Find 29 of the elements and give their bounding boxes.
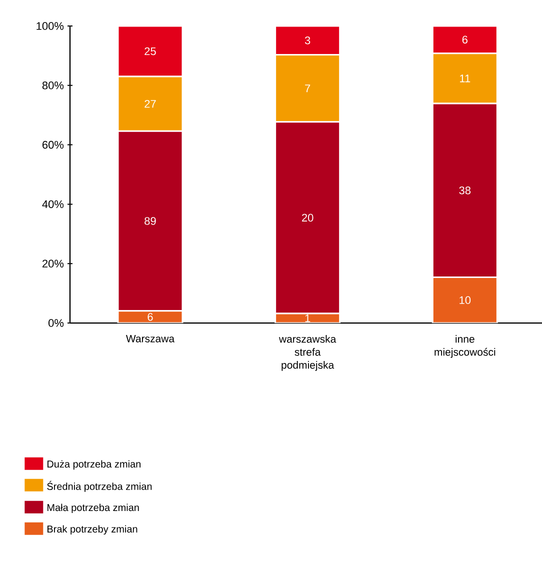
bar [432, 276, 498, 323]
annotation: 89 [144, 217, 156, 225]
annotation: 27 [144, 100, 156, 108]
annotation: 6 [148, 313, 153, 321]
annotation: 7 [305, 84, 310, 92]
legend-label: Duża potrzeba zmian [47, 460, 140, 470]
y-tick-label: 80% [42, 82, 64, 90]
bar [432, 26, 498, 54]
x-tick-label: warszawska strefa podmiejska [278, 335, 336, 371]
legend-label: Brak potrzeby zmian [47, 525, 138, 535]
annotation: 25 [144, 47, 156, 56]
annotation: 11 [460, 74, 470, 82]
annotation: 3 [304, 36, 310, 44]
y-tick-label: 20% [42, 260, 64, 268]
bar [274, 26, 341, 56]
annotation: 6 [462, 36, 468, 44]
annotation: 38 [459, 186, 471, 194]
x-tick-label: Warszawa [126, 335, 175, 342]
bar [117, 26, 184, 78]
x-tick-label: inne miejscowości [434, 335, 496, 358]
y-tick-label: 100% [36, 22, 64, 30]
annotation: 10 [460, 296, 471, 304]
legend-label: Mała potrzeba zmian [47, 504, 139, 514]
y-tick-label: 60% [42, 140, 64, 149]
annotation: 20 [302, 214, 314, 222]
y-tick-label: 0% [48, 319, 64, 327]
y-tick-label: 40% [42, 200, 64, 208]
annotation: 1 [305, 314, 310, 322]
legend-label: Średnia potrzeba zmian [47, 480, 152, 492]
